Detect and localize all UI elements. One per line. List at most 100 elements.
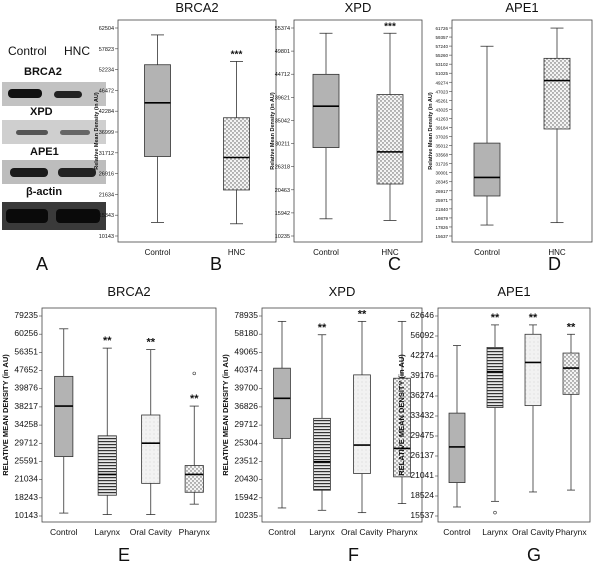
y-tick-label: 62504 <box>99 26 114 32</box>
box <box>313 417 331 491</box>
y-tick-label: 25971 <box>435 198 448 203</box>
y-tick-label: 60256 <box>14 328 38 338</box>
y-tick-label: 15343 <box>99 213 114 219</box>
y-tick-label: 58180 <box>234 328 258 338</box>
significance-annotation: ** <box>358 308 367 320</box>
y-tick-label: 18243 <box>14 492 38 502</box>
y-tick-label: 28345 <box>435 180 448 185</box>
box <box>562 352 580 395</box>
blot-band <box>10 168 48 177</box>
y-tick-label: 39184 <box>435 125 448 130</box>
western-blot-figure: BRCA2 XPD APE1 β-actin <box>2 66 106 232</box>
panel-letter-a: A <box>36 254 49 274</box>
y-tick-label: 43025 <box>435 107 448 112</box>
box <box>524 333 542 407</box>
y-tick-label: 25304 <box>234 437 258 447</box>
y-tick-label: 49065 <box>234 346 258 356</box>
y-tick-label: 30211 <box>275 142 290 148</box>
y-tick-label: 39876 <box>14 383 38 393</box>
y-tick-label: 62646 <box>410 310 434 320</box>
y-tick-label: 42284 <box>99 109 114 115</box>
y-axis-label: Relative Mean Density (in AU) <box>270 92 276 170</box>
y-tick-label: 45261 <box>435 98 448 103</box>
blot-column-label-hnc: HNC <box>64 44 90 58</box>
y-tick-label: 29712 <box>234 419 258 429</box>
y-axis-label: RELATIVE MEAN DENSITY (in AU) <box>397 354 406 476</box>
y-tick-label: 19879 <box>435 216 448 221</box>
box <box>473 142 501 197</box>
blot-strip-beta-actin <box>2 202 106 230</box>
y-tick-label: 53102 <box>435 62 448 67</box>
x-category-label: HNC <box>381 248 399 257</box>
x-category-label: Control <box>313 248 339 257</box>
y-tick-label: 37026 <box>435 135 448 140</box>
y-tick-label: 44712 <box>275 72 290 78</box>
box <box>141 414 161 484</box>
blot-band <box>6 209 48 223</box>
outlier-point <box>493 510 497 515</box>
x-category-label: Larynx <box>94 527 120 537</box>
outlier-point <box>192 371 196 376</box>
y-tick-label: 21634 <box>99 192 114 198</box>
chart-title: BRCA2 <box>107 284 150 299</box>
y-tick-label: 26917 <box>435 189 448 194</box>
chart-title: BRCA2 <box>175 0 218 15</box>
y-tick-label: 36274 <box>410 390 434 400</box>
y-tick-label: 47652 <box>14 365 38 375</box>
y-tick-label: 10235 <box>275 234 290 240</box>
box <box>312 73 340 148</box>
chart-title: XPD <box>345 0 372 15</box>
blot-strip-brca2 <box>2 82 106 106</box>
box <box>543 57 571 130</box>
box <box>486 347 504 408</box>
panel-letter-g: G <box>527 545 542 565</box>
blot-strip-xpd <box>2 120 106 144</box>
chart-title: XPD <box>329 284 356 299</box>
box <box>223 117 250 191</box>
y-tick-label: 46472 <box>99 88 114 94</box>
y-tick-label: 31726 <box>435 162 448 167</box>
y-axis-label: Relative Mean Density (in AU) <box>428 92 434 170</box>
y-tick-label: 10235 <box>234 510 258 520</box>
y-tick-label: 47023 <box>435 89 448 94</box>
y-tick-label: 39621 <box>275 95 290 101</box>
x-category-label: Larynx <box>482 527 508 537</box>
x-category-label: Control <box>443 527 471 537</box>
box <box>393 377 411 478</box>
x-category-label: Control <box>268 527 296 537</box>
box <box>144 64 171 157</box>
y-tick-label: 26916 <box>99 172 114 178</box>
box <box>273 367 291 439</box>
blot-band <box>60 130 90 135</box>
x-category-label: Pharynx <box>386 527 418 537</box>
blot-band <box>58 168 96 177</box>
blot-label-xpd: XPD <box>30 106 53 118</box>
x-category-label: Pharynx <box>179 527 211 537</box>
y-tick-label: 36999 <box>99 130 114 136</box>
x-category-label: Control <box>50 527 78 537</box>
panel-letter-d: D <box>548 254 561 274</box>
plot-frame <box>293 19 423 243</box>
box <box>184 465 204 493</box>
y-tick-label: 57240 <box>435 44 448 49</box>
x-category-label: Oral Cavity <box>512 527 555 537</box>
y-axis-label: RELATIVE MEAN DENSITY (in AU) <box>221 354 230 476</box>
y-tick-label: 31712 <box>99 151 114 157</box>
x-category-label: Larynx <box>309 527 335 537</box>
y-tick-label: 17826 <box>435 225 448 230</box>
significance-annotation: ** <box>103 335 112 347</box>
y-tick-label: 39176 <box>410 370 434 380</box>
blot-band <box>8 89 42 98</box>
y-tick-label: 23512 <box>234 455 258 465</box>
y-tick-label: 49274 <box>435 80 448 85</box>
x-category-label: Control <box>145 248 171 257</box>
y-axis-label: RELATIVE MEAN DENSITY (in AU) <box>1 354 10 476</box>
panel-letter-c: C <box>388 254 401 274</box>
blot-strip-ape1 <box>2 160 106 184</box>
y-tick-label: 35012 <box>435 144 448 149</box>
y-tick-label: 18524 <box>410 490 434 500</box>
significance-annotation: *** <box>231 49 243 60</box>
box <box>376 94 404 185</box>
y-tick-label: 21840 <box>435 207 448 212</box>
y-tick-label: 39700 <box>234 383 258 393</box>
